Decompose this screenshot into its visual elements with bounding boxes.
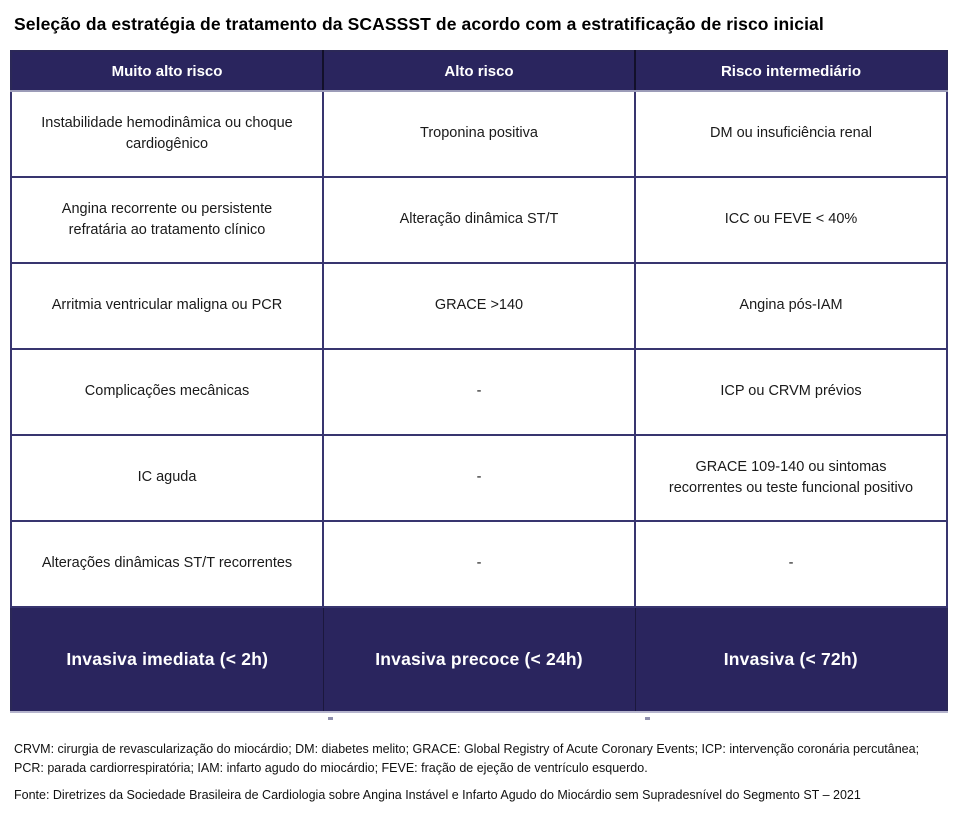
strategy-invasiva-imediata: Invasiva imediata (< 2h) [11, 606, 323, 713]
table-cell: Angina recorrente ou persistente refratá… [10, 176, 324, 264]
table-body: Instabilidade hemodinâmica ou choque car… [10, 90, 948, 608]
table-cell: - [322, 434, 636, 522]
table-cell: Angina pós-IAM [634, 262, 948, 350]
table-cell: - [322, 348, 636, 436]
table-row: IC aguda - GRACE 109-140 ou sintomas rec… [10, 434, 948, 522]
strategy-band: Invasiva imediata (< 2h) Invasiva precoc… [11, 606, 947, 713]
table-cell: IC aguda [10, 434, 324, 522]
column-header-muito-alto-risco: Muito alto risco [11, 51, 323, 92]
table-cell: - [634, 520, 948, 608]
table-cell: Arritmia ventricular maligna ou PCR [10, 262, 324, 350]
column-separator-artifact [645, 717, 650, 720]
strategy-invasiva: Invasiva (< 72h) [634, 606, 947, 713]
table-cell: GRACE 109-140 ou sintomas recorrentes ou… [634, 434, 948, 522]
source-note: Fonte: Diretrizes da Sociedade Brasileir… [14, 787, 861, 802]
risk-stratification-table: Muito alto risco Alto risco Risco interm… [10, 50, 948, 713]
table-row: Angina recorrente ou persistente refratá… [10, 176, 948, 264]
table-cell: ICP ou CRVM prévios [634, 348, 948, 436]
table-row: Instabilidade hemodinâmica ou choque car… [10, 90, 948, 178]
table-cell: Instabilidade hemodinâmica ou choque car… [10, 90, 324, 178]
table-row: Alterações dinâmicas ST/T recorrentes - … [10, 520, 948, 608]
table-cell: Alteração dinâmica ST/T [322, 176, 636, 264]
column-separator-artifact [328, 717, 333, 720]
table-cell: ICC ou FEVE < 40% [634, 176, 948, 264]
figure-title: Seleção da estratégia de tratamento da S… [14, 14, 824, 34]
column-header-alto-risco: Alto risco [322, 51, 635, 92]
strategy-invasiva-precoce: Invasiva precoce (< 24h) [322, 606, 635, 713]
table-row: Complicações mecânicas - ICP ou CRVM pré… [10, 348, 948, 436]
footnotes: CRVM: cirurgia de revascularização do mi… [14, 740, 948, 804]
table-cell: Troponina positiva [322, 90, 636, 178]
table-cell: DM ou insuficiência renal [634, 90, 948, 178]
abbreviations-note: CRVM: cirurgia de revascularização do mi… [14, 742, 920, 775]
table-cell: GRACE >140 [322, 262, 636, 350]
table-header-row: Muito alto risco Alto risco Risco interm… [11, 51, 947, 92]
table-row: Arritmia ventricular maligna ou PCR GRAC… [10, 262, 948, 350]
table-cell: Alterações dinâmicas ST/T recorrentes [10, 520, 324, 608]
table-cell: - [322, 520, 636, 608]
table-header: Muito alto risco Alto risco Risco interm… [11, 51, 947, 92]
column-header-risco-intermediario: Risco intermediário [634, 51, 947, 92]
table-cell: Complicações mecânicas [10, 348, 324, 436]
strategy-row: Invasiva imediata (< 2h) Invasiva precoc… [11, 606, 947, 713]
